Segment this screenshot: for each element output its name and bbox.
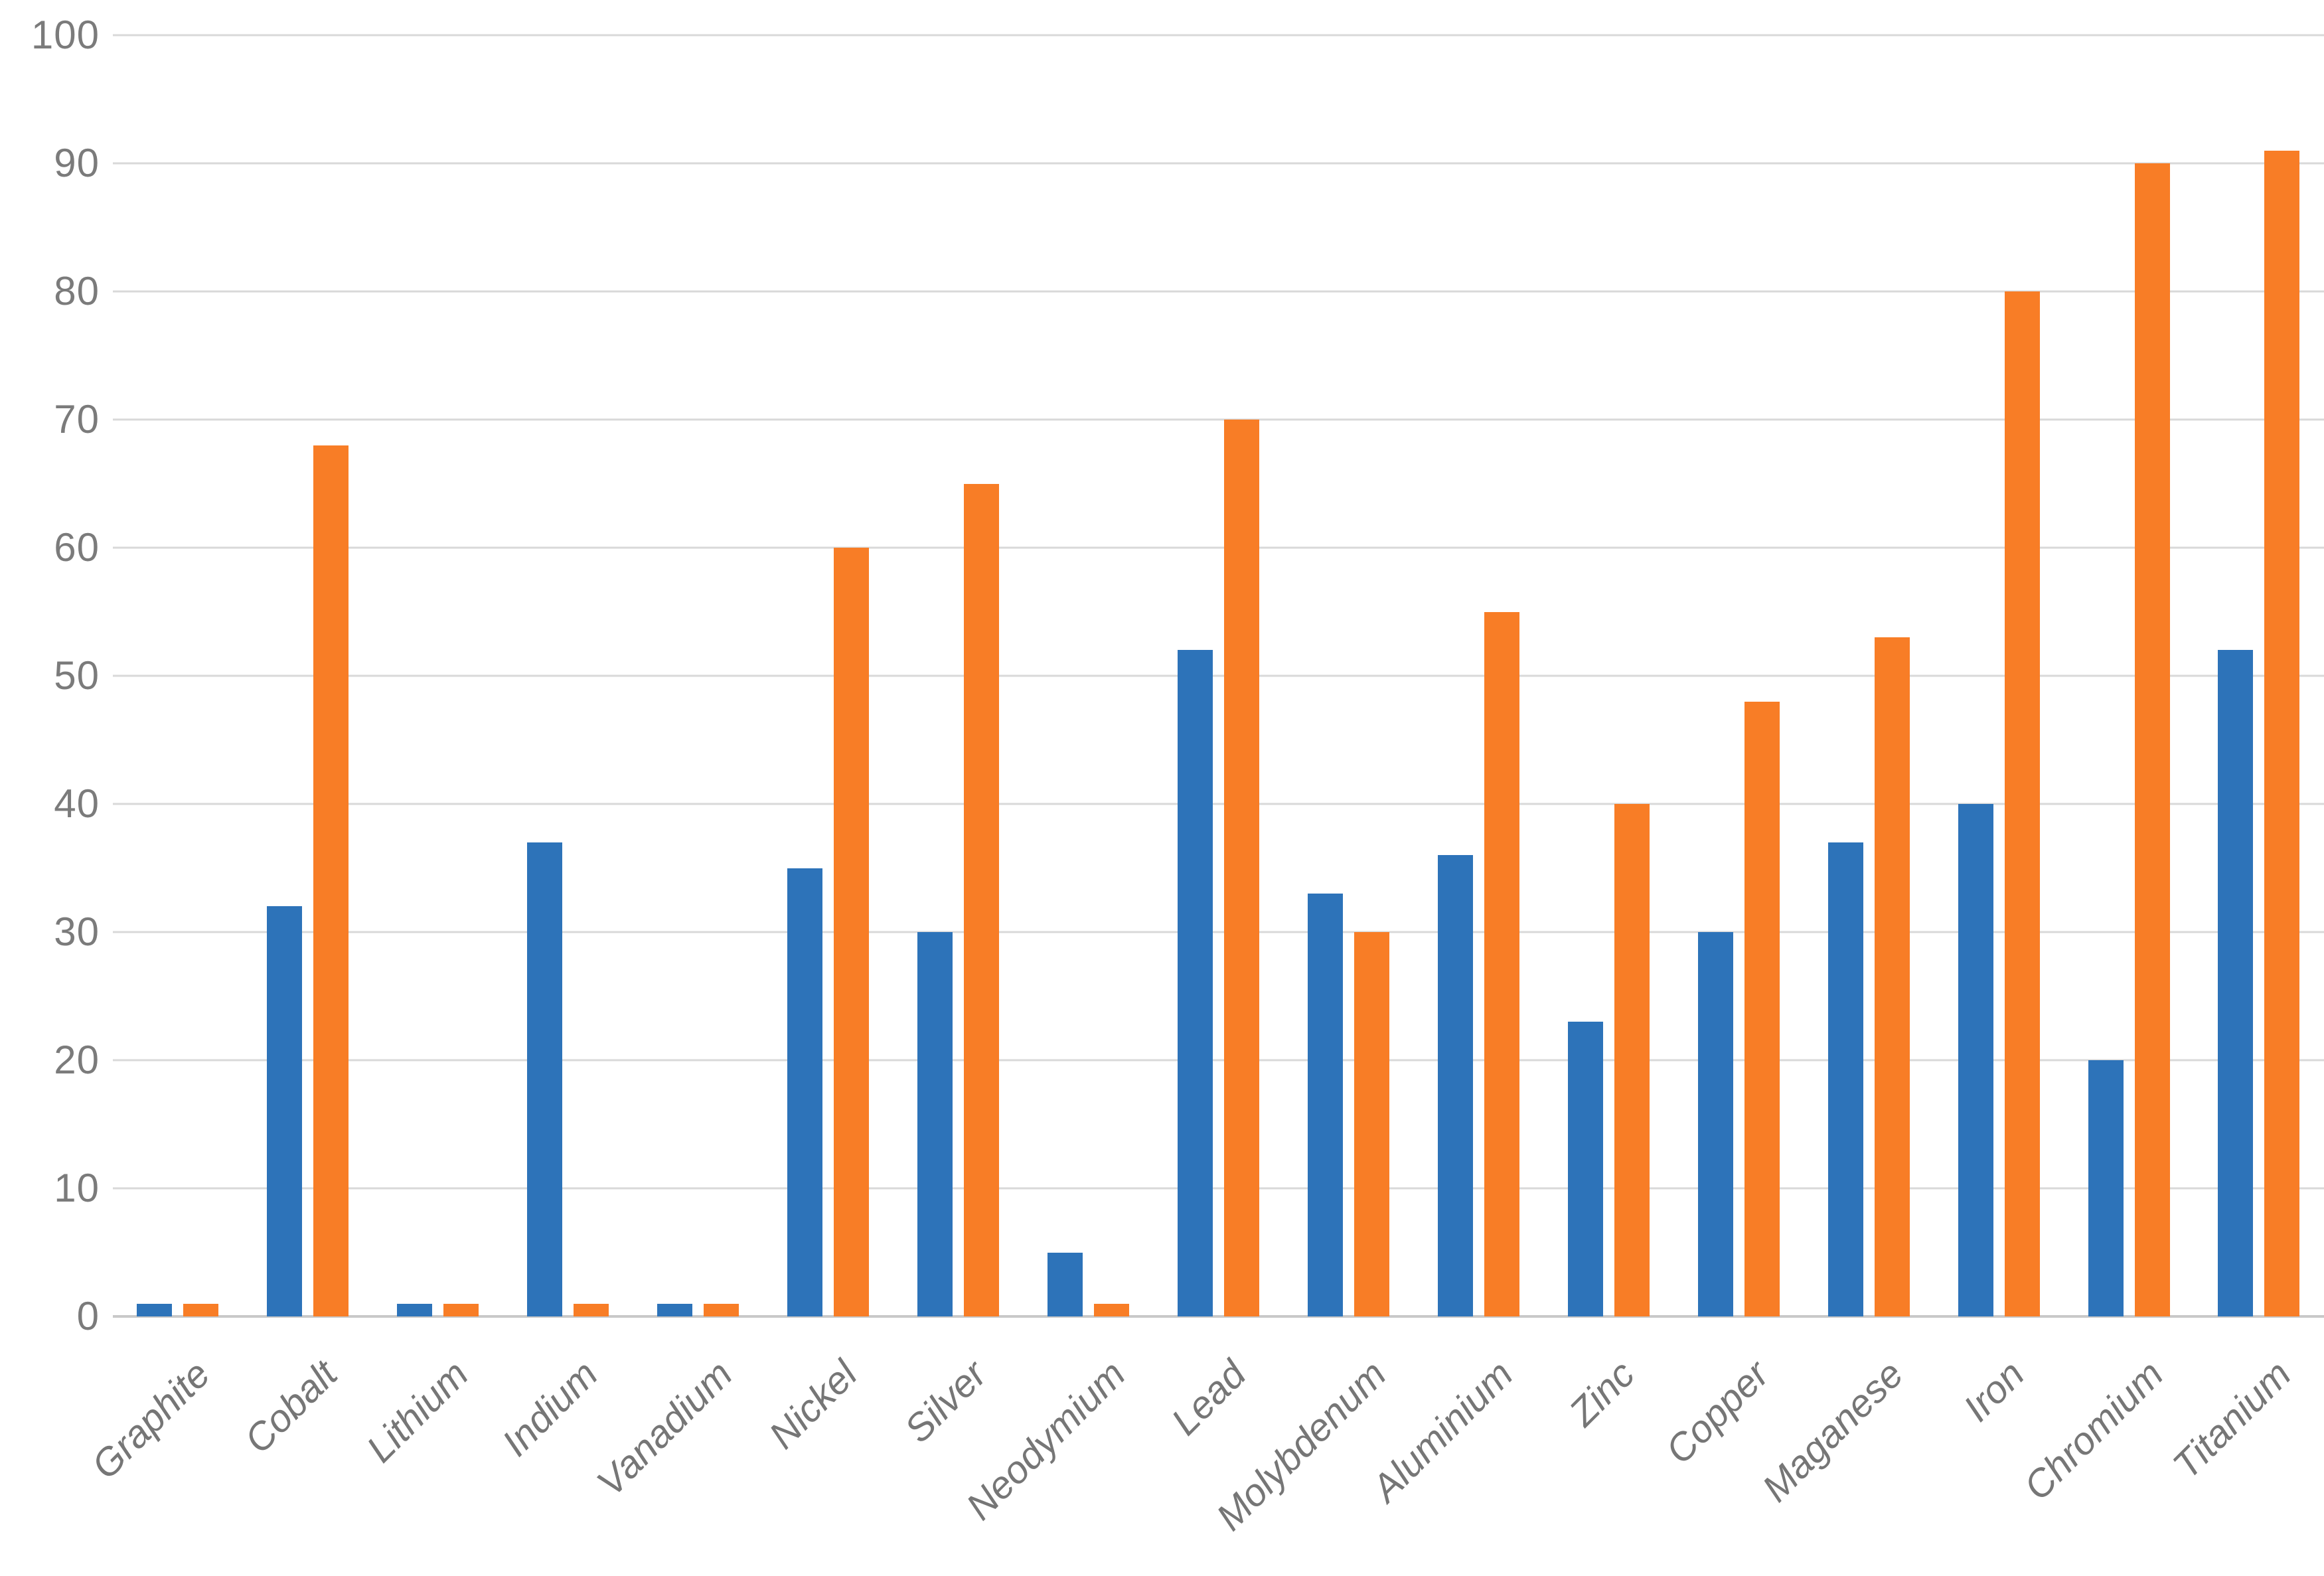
category-group-indium xyxy=(503,35,633,1316)
x-axis-category-labels: Graphite Cobalt Lithium Indium Vanadium Nicke… xyxy=(84,1352,2324,1573)
y-tick-label-40: 40 xyxy=(54,781,100,826)
bar-blue-series-iron xyxy=(1958,804,1993,1316)
x-category-label-zinc: Zinc xyxy=(1561,1352,1644,1435)
bar-orange-series-molybdenum xyxy=(1354,932,1389,1316)
y-tick-label-100: 100 xyxy=(31,13,100,57)
y-tick-label-30: 30 xyxy=(54,909,100,954)
bar-orange-series-copper xyxy=(1744,701,1780,1316)
category-group-neodymium xyxy=(1024,35,1154,1316)
gridline-100 xyxy=(113,34,2324,37)
bar-blue-series-vanadium xyxy=(657,1303,693,1316)
gridline-70 xyxy=(113,418,2324,421)
bar-orange-series-indium xyxy=(574,1303,609,1316)
gridline-60 xyxy=(113,546,2324,549)
x-category-label-copper: Copper xyxy=(1658,1352,1778,1472)
y-tick-label-80: 80 xyxy=(54,269,100,313)
y-tick-label-60: 60 xyxy=(54,525,100,570)
bar-orange-series-iron xyxy=(2004,291,2040,1316)
x-category-label-iron: Iron xyxy=(1955,1352,2033,1430)
bar-blue-series-chromium xyxy=(2088,1060,2124,1316)
bar-blue-series-titanium xyxy=(2218,650,2254,1316)
bar-blue-series-maganese xyxy=(1827,842,1863,1316)
bar-orange-series-nickel xyxy=(834,548,870,1316)
category-group-aluminium xyxy=(1413,35,1543,1316)
y-tick-label-0: 0 xyxy=(76,1294,100,1338)
bar-blue-series-indium xyxy=(527,842,563,1316)
x-category-label-cobalt: Cobalt xyxy=(236,1352,346,1462)
bar-blue-series-cobalt xyxy=(267,906,303,1316)
bar-blue-series-zinc xyxy=(1567,1022,1603,1316)
category-group-cobalt xyxy=(243,35,373,1316)
x-category-label-maganese: Maganese xyxy=(1754,1352,1912,1510)
x-category-label-titanium: Titanium xyxy=(2165,1352,2299,1488)
bar-blue-series-nickel xyxy=(787,868,823,1316)
plot-area xyxy=(113,34,2324,1318)
category-group-lead xyxy=(1154,35,1284,1316)
category-group-graphite xyxy=(113,35,243,1316)
bar-blue-series-copper xyxy=(1697,932,1733,1316)
category-group-maganese xyxy=(1804,35,1934,1316)
bar-blue-series-molybdenum xyxy=(1307,894,1343,1316)
bar-blue-series-graphite xyxy=(137,1303,173,1316)
x-category-label-graphite: Graphite xyxy=(83,1352,218,1488)
gridline-90 xyxy=(113,162,2324,165)
gridline-20 xyxy=(113,1059,2324,1062)
x-category-label-lithium: Lithium xyxy=(358,1352,477,1471)
bar-blue-series-neodymium xyxy=(1047,1252,1083,1316)
category-group-titanium xyxy=(2194,35,2324,1316)
category-group-iron xyxy=(1934,35,2064,1316)
bar-orange-series-maganese xyxy=(1874,637,1910,1316)
y-tick-label-90: 90 xyxy=(54,141,100,185)
x-category-label-chromium: Chromium xyxy=(2015,1352,2172,1509)
bar-orange-series-chromium xyxy=(2134,163,2170,1316)
x-category-label-indium: Indium xyxy=(493,1352,606,1465)
category-group-vanadium xyxy=(633,35,763,1316)
y-tick-label-20: 20 xyxy=(54,1038,100,1082)
gridline-10 xyxy=(113,1187,2324,1190)
bar-orange-series-lead xyxy=(1223,420,1259,1316)
category-group-chromium xyxy=(2064,35,2194,1316)
y-tick-label-10: 10 xyxy=(54,1166,100,1210)
bars-layer xyxy=(113,35,2324,1316)
gridline-40 xyxy=(113,803,2324,805)
bar-blue-series-aluminium xyxy=(1437,855,1473,1316)
bar-blue-series-lithium xyxy=(397,1303,433,1316)
gridline-80 xyxy=(113,290,2324,293)
y-tick-label-70: 70 xyxy=(54,397,100,441)
gridline-50 xyxy=(113,674,2324,677)
bar-orange-series-zinc xyxy=(1614,804,1650,1316)
category-group-copper xyxy=(1673,35,1804,1316)
bar-blue-series-lead xyxy=(1177,650,1213,1316)
y-tick-label-50: 50 xyxy=(54,653,100,698)
x-category-label-lead: Lead xyxy=(1162,1352,1254,1444)
gridline-0 xyxy=(113,1315,2324,1318)
gridline-30 xyxy=(113,931,2324,933)
category-group-lithium xyxy=(373,35,503,1316)
x-category-label-vanadium: Vanadium xyxy=(588,1352,741,1505)
category-group-molybdenum xyxy=(1283,35,1413,1316)
bar-orange-series-neodymium xyxy=(1094,1303,1130,1316)
bar-orange-series-silver xyxy=(964,483,1000,1316)
category-group-nickel xyxy=(763,35,893,1316)
bar-orange-series-titanium xyxy=(2264,150,2300,1316)
bar-orange-series-graphite xyxy=(183,1303,219,1316)
bar-blue-series-silver xyxy=(917,932,953,1316)
bar-orange-series-vanadium xyxy=(704,1303,739,1316)
x-category-label-silver: Silver xyxy=(895,1352,995,1451)
bar-orange-series-lithium xyxy=(443,1303,479,1316)
category-group-silver xyxy=(893,35,1024,1316)
category-group-zinc xyxy=(1543,35,1673,1316)
x-category-label-nickel: Nickel xyxy=(760,1352,866,1457)
bar-orange-series-cobalt xyxy=(313,445,349,1316)
bar-orange-series-aluminium xyxy=(1484,611,1519,1316)
